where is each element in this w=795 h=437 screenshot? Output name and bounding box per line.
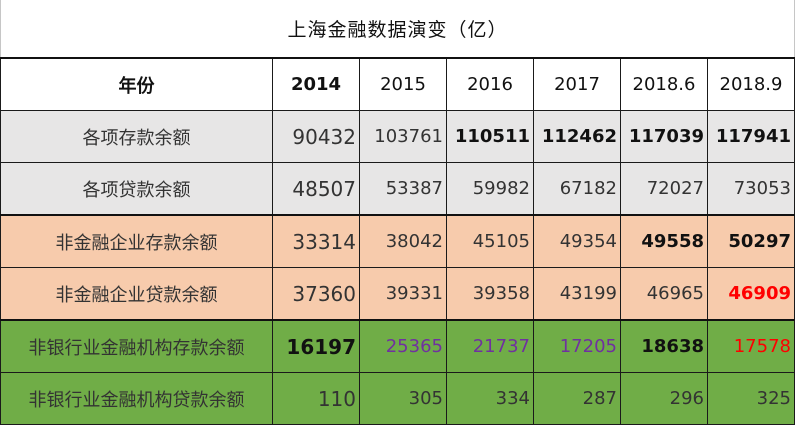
header-year-label: 年份 <box>0 57 273 111</box>
cell: 117039 <box>620 110 708 163</box>
cell: 90432 <box>272 110 360 163</box>
cell: 73053 <box>707 162 795 216</box>
table-row: 各项贷款余额 48507 53387 59982 67182 72027 730… <box>0 162 795 216</box>
cell: 37360 <box>272 267 360 321</box>
header-2016: 2016 <box>446 57 534 111</box>
cell: 38042 <box>359 214 447 268</box>
finance-table: 年份 2014 2015 2016 2017 2018.6 2018.9 各项存… <box>0 57 795 425</box>
cell: 46965 <box>620 267 708 321</box>
cell: 53387 <box>359 162 447 216</box>
row-label: 非金融企业贷款余额 <box>0 267 273 321</box>
cell: 110511 <box>446 110 534 163</box>
cell: 59982 <box>446 162 534 216</box>
cell: 16197 <box>272 319 360 373</box>
header-2018-9: 2018.9 <box>707 57 795 111</box>
cell: 296 <box>620 372 708 425</box>
cell: 67182 <box>533 162 621 216</box>
cell: 45105 <box>446 214 534 268</box>
row-label: 各项贷款余额 <box>0 162 273 216</box>
cell-highlight-red: 46909 <box>707 267 795 321</box>
table-row: 非银行业金融机构贷款余额 110 305 334 287 296 325 <box>0 372 795 425</box>
cell: 287 <box>533 372 621 425</box>
cell: 48507 <box>272 162 360 216</box>
cell: 112462 <box>533 110 621 163</box>
table-row: 非金融企业贷款余额 37360 39331 39358 43199 46965 … <box>0 267 795 321</box>
cell-highlight-purple: 21737 <box>446 319 534 373</box>
header-row: 年份 2014 2015 2016 2017 2018.6 2018.9 <box>0 57 795 111</box>
row-label: 非银行业金融机构存款余额 <box>0 319 273 373</box>
cell-highlight-purple: 25365 <box>359 319 447 373</box>
cell: 49354 <box>533 214 621 268</box>
table-row: 非金融企业存款余额 33314 38042 45105 49354 49558 … <box>0 214 795 268</box>
cell: 305 <box>359 372 447 425</box>
row-label: 非银行业金融机构贷款余额 <box>0 372 273 425</box>
cell: 49558 <box>620 214 708 268</box>
cell: 103761 <box>359 110 447 163</box>
header-2017: 2017 <box>533 57 621 111</box>
cell: 33314 <box>272 214 360 268</box>
cell: 72027 <box>620 162 708 216</box>
cell-highlight-red: 17578 <box>707 319 795 373</box>
header-2015: 2015 <box>359 57 447 111</box>
row-label: 各项存款余额 <box>0 110 273 163</box>
row-label: 非金融企业存款余额 <box>0 214 273 268</box>
cell: 325 <box>707 372 795 425</box>
table-row: 非银行业金融机构存款余额 16197 25365 21737 17205 186… <box>0 319 795 373</box>
header-2014: 2014 <box>272 57 360 111</box>
cell: 50297 <box>707 214 795 268</box>
table-title: 上海金融数据演变（亿） <box>0 0 795 57</box>
cell: 18638 <box>620 319 708 373</box>
cell-highlight-purple: 17205 <box>533 319 621 373</box>
header-2018-6: 2018.6 <box>620 57 708 111</box>
cell: 39331 <box>359 267 447 321</box>
cell: 334 <box>446 372 534 425</box>
cell: 110 <box>272 372 360 425</box>
cell: 43199 <box>533 267 621 321</box>
cell: 117941 <box>707 110 795 163</box>
cell: 39358 <box>446 267 534 321</box>
table-row: 各项存款余额 90432 103761 110511 112462 117039… <box>0 110 795 163</box>
